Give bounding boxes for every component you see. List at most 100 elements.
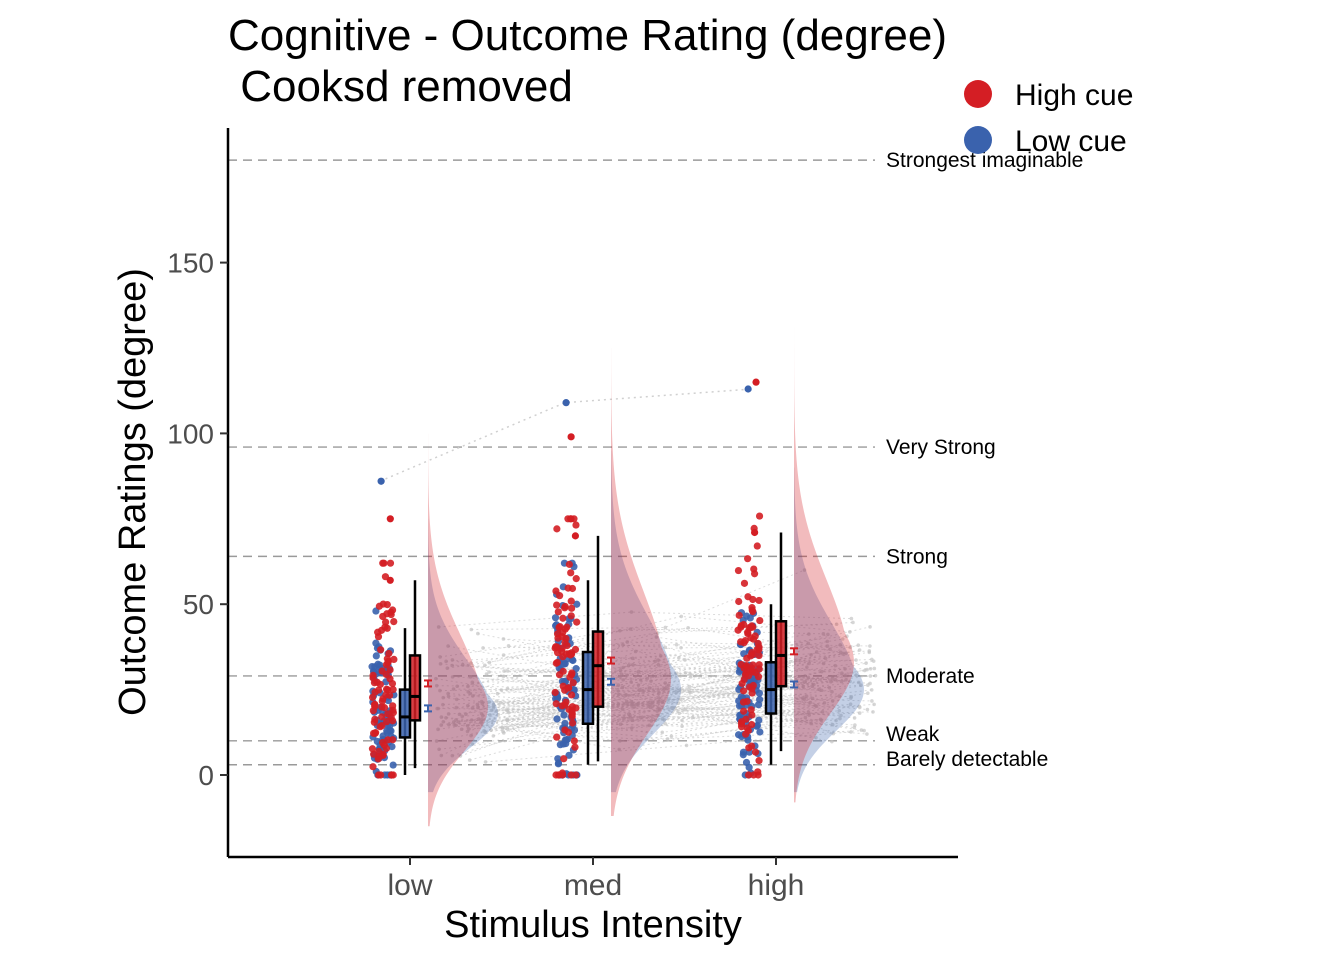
gray-point [470,742,475,746]
gray-point [848,645,853,650]
rain-point [749,595,757,604]
box-body [774,620,788,688]
paired-line [452,660,874,690]
gray-point [629,680,633,684]
gray-point [649,679,653,683]
gray-point [435,706,439,711]
gray-point [807,661,811,666]
gray-point [441,695,446,700]
gray-point [619,672,624,676]
gray-point [630,701,634,705]
gray-point [869,688,874,692]
gray-point [459,727,464,732]
rain-point [748,720,756,729]
rain-point [755,596,763,605]
gray-point [620,707,625,711]
paired-line [470,676,833,737]
gray-point [468,691,473,696]
rain-point [376,680,384,689]
gray-point [669,734,674,739]
gray-point [857,648,862,652]
gray-point [505,669,510,673]
gray-point [469,733,473,738]
gray-point [864,661,868,665]
gray-point [625,640,630,644]
gray-point [460,714,464,719]
rain-point [561,686,569,694]
gray-point [625,673,629,678]
gray-point [833,678,838,682]
rain-point [382,685,391,693]
gray-point [656,663,661,667]
gray-point [682,707,687,712]
gray-point [839,713,843,718]
rain-point [369,707,377,715]
boxplots [398,532,788,775]
y-tick-label: 150 [167,248,214,279]
gray-point [644,737,649,742]
gray-point [616,692,621,697]
paired-line [493,686,813,737]
rain-point [568,706,576,714]
gray-point [632,705,636,709]
rain-point [567,771,575,779]
gray-point [457,712,462,717]
rain-point [737,723,746,731]
reference-label: Strong [886,545,948,568]
rain-point [735,597,743,606]
gray-point [438,688,442,693]
rain-point [381,623,389,631]
rain-point [382,744,391,752]
rain-point [368,693,377,702]
gray-point [868,625,872,629]
gray-point [451,687,456,691]
paired-line [489,658,872,673]
gray-point [507,710,511,715]
rain-point [749,650,757,659]
rain-point [371,701,379,709]
gray-point [439,753,444,758]
gray-point [487,670,491,674]
rain-point [389,685,397,694]
gray-point [638,678,643,682]
gray-point [831,731,836,736]
legend-swatch-high-cue [964,80,992,108]
gray-point [660,730,665,735]
y-tick-label: 0 [198,760,214,791]
rain-point [743,697,751,705]
rain-point [567,691,576,699]
gray-point [494,709,499,714]
rain-point [558,633,566,641]
gray-point [434,676,438,681]
gray-point [868,644,872,648]
gray-point [629,610,634,614]
paired-line [448,669,868,709]
rain-point [734,566,743,575]
gray-point [626,712,631,716]
gray-point [654,635,659,639]
rain-point [753,542,761,550]
gray-point [467,758,472,762]
paired-line [481,662,867,708]
gray-point [688,690,692,694]
rain-point [379,600,387,608]
gray-point [446,712,451,716]
rain-point [565,560,573,568]
rain-point [389,761,397,769]
gray-point [821,632,826,636]
rain-point [566,673,574,681]
paired-line [439,705,860,750]
rain-point [567,569,575,577]
rain-point [567,604,576,612]
paired-line [436,649,860,691]
gray-point [805,665,809,670]
rain-point [754,701,763,709]
rain-point [740,579,749,587]
gray-point [496,713,500,717]
box-body [408,654,422,722]
rain-point [567,597,575,605]
x-tick-label: high [748,869,805,902]
outlier-point [386,515,394,523]
gray-point [501,637,506,641]
